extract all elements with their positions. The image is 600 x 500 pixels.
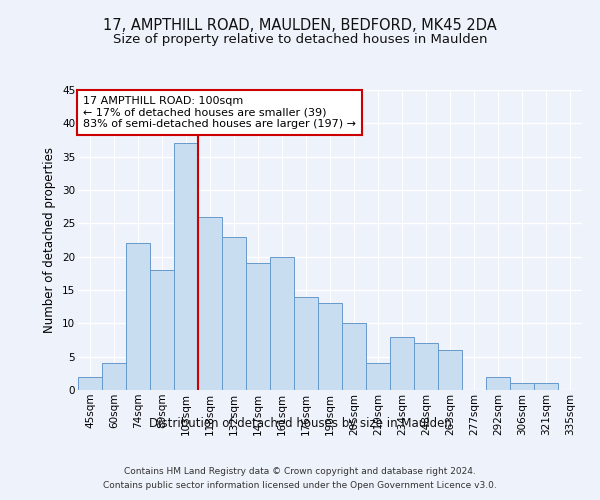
Text: Size of property relative to detached houses in Maulden: Size of property relative to detached ho… <box>113 32 487 46</box>
Bar <box>486 376 510 390</box>
Bar <box>318 304 342 390</box>
Bar <box>198 216 222 390</box>
Bar <box>414 344 438 390</box>
Text: 17, AMPTHILL ROAD, MAULDEN, BEDFORD, MK45 2DA: 17, AMPTHILL ROAD, MAULDEN, BEDFORD, MK4… <box>103 18 497 32</box>
Bar <box>102 364 126 390</box>
Bar <box>174 144 198 390</box>
Bar <box>390 336 414 390</box>
Bar <box>438 350 462 390</box>
Bar <box>342 324 366 390</box>
Bar <box>510 384 534 390</box>
Bar <box>126 244 150 390</box>
Bar <box>294 296 318 390</box>
Bar <box>270 256 294 390</box>
Bar <box>246 264 270 390</box>
Bar <box>150 270 174 390</box>
Text: Distribution of detached houses by size in Maulden: Distribution of detached houses by size … <box>149 418 451 430</box>
Text: Contains public sector information licensed under the Open Government Licence v3: Contains public sector information licen… <box>103 481 497 490</box>
Text: 17 AMPTHILL ROAD: 100sqm
← 17% of detached houses are smaller (39)
83% of semi-d: 17 AMPTHILL ROAD: 100sqm ← 17% of detach… <box>83 96 356 129</box>
Bar <box>534 384 558 390</box>
Text: Contains HM Land Registry data © Crown copyright and database right 2024.: Contains HM Land Registry data © Crown c… <box>124 468 476 476</box>
Bar <box>366 364 390 390</box>
Bar <box>222 236 246 390</box>
Y-axis label: Number of detached properties: Number of detached properties <box>43 147 56 333</box>
Bar <box>78 376 102 390</box>
